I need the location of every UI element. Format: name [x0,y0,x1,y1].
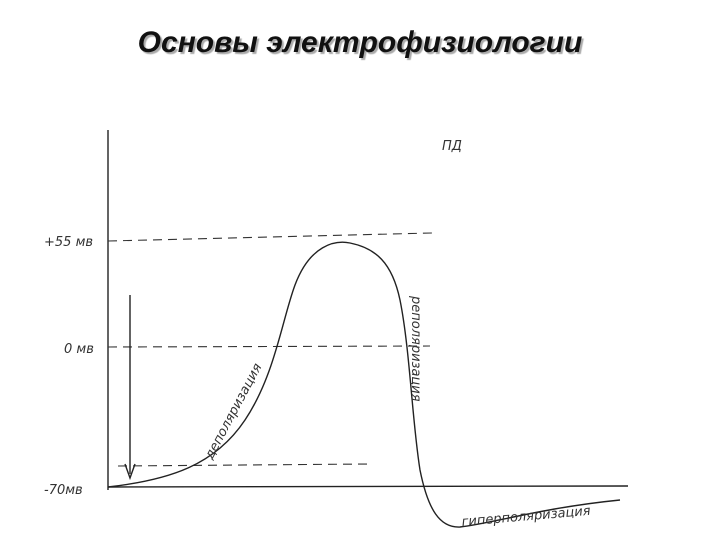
phase-label: деполяризация [202,361,266,463]
arrow-head [124,463,136,481]
phase-label: реполяризация [408,295,423,402]
threshold-line [117,463,371,467]
axis-label: ПД [442,139,462,154]
level-label: +55 мв [44,235,93,250]
level-line [107,232,433,242]
phase-label: гиперполяризация [461,504,591,530]
level-line [107,345,431,348]
level-label: 0 мв [64,342,94,357]
slide-title: Основы электрофизиологии [137,26,583,59]
level-label: -70мв [44,483,83,498]
action-potential-curve [107,241,621,528]
baseline [107,485,629,488]
